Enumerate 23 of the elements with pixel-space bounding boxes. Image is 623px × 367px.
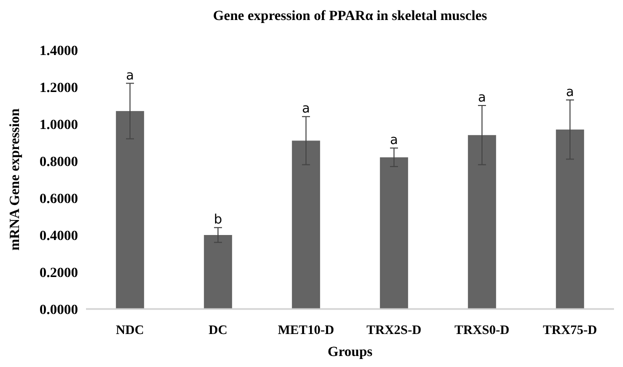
x-tick-label: TRXS0-D xyxy=(454,322,510,337)
y-tick-label: 1.0000 xyxy=(40,118,78,133)
x-tick-label: MET10-D xyxy=(278,322,334,337)
x-tick-label: TRX2S-D xyxy=(366,322,422,337)
x-tick-label: TRX75-D xyxy=(542,322,598,337)
annotation: a xyxy=(566,84,574,100)
y-axis-title: mRNA Gene expression xyxy=(8,108,23,251)
chart-title: Gene expression of PPARα in skeletal muscles xyxy=(212,9,488,24)
y-tick-label: 0.4000 xyxy=(40,228,78,244)
y-tick-label: 1.4000 xyxy=(40,44,78,59)
annotation: a xyxy=(302,102,310,117)
annotation: a xyxy=(390,133,398,148)
y-tick-label: 0.8000 xyxy=(40,154,78,170)
annotation: a xyxy=(126,68,134,84)
x-tick-label: DC xyxy=(208,322,228,337)
annotation: a xyxy=(478,90,486,106)
x-axis-title: Groups xyxy=(328,345,373,360)
annotation: b xyxy=(214,212,222,228)
y-tick-label: 0.0000 xyxy=(40,302,78,318)
y-tick-label: 1.2000 xyxy=(40,80,78,96)
y-tick-label: 0.2000 xyxy=(40,266,78,281)
x-tick-label: NDC xyxy=(116,322,144,337)
y-tick-label: 0.6000 xyxy=(40,192,78,207)
